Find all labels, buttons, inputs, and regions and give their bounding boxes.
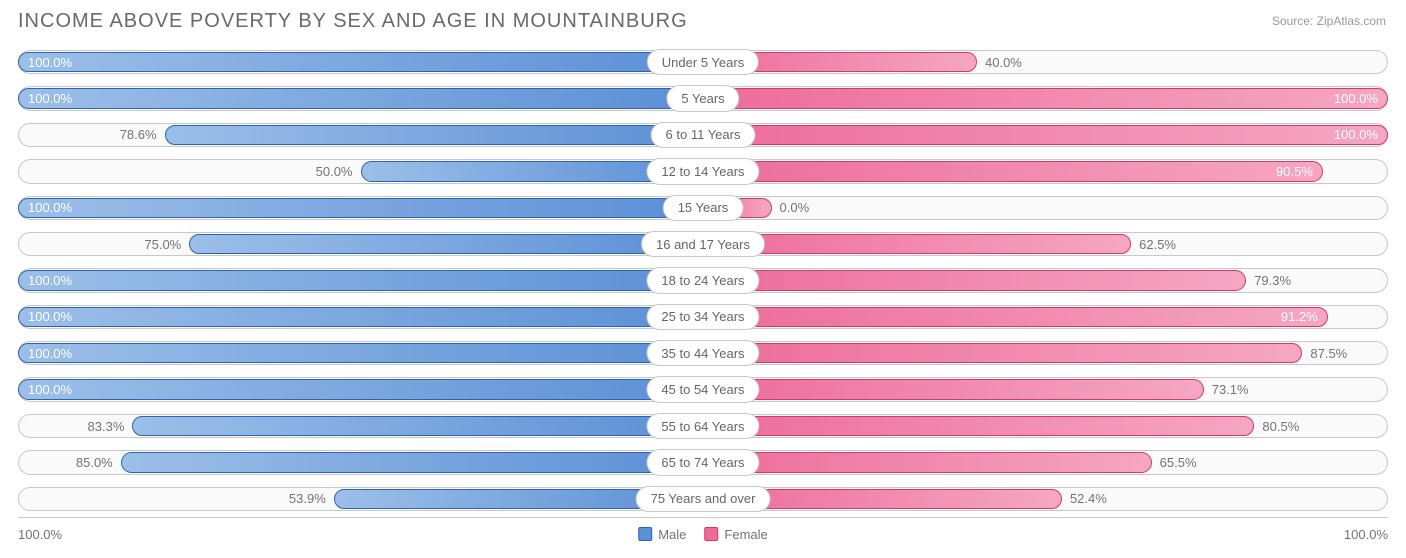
- female-bar: [703, 452, 1152, 472]
- category-label: 45 to 54 Years: [646, 376, 759, 402]
- chart-row: 100.0% 0.0% 15 Years: [18, 190, 1388, 226]
- female-value-label: 62.5%: [1131, 226, 1388, 262]
- chart-row: 100.0% 40.0% Under 5 Years: [18, 44, 1388, 80]
- male-value-label: 100.0%: [18, 80, 703, 116]
- female-bar: [703, 343, 1302, 363]
- category-label: 25 to 34 Years: [646, 304, 759, 330]
- female-value-label: 90.5%: [703, 153, 1323, 189]
- diverging-bar-chart: 100.0%40.0%Under 5 Years100.0%100.0%5 Ye…: [18, 44, 1388, 518]
- female-bar: [703, 379, 1204, 399]
- female-value-label: 0.0%: [772, 190, 1389, 226]
- male-bar: [165, 125, 703, 145]
- chart-row: 78.6% 100.0%6 to 11 Years: [18, 117, 1388, 153]
- chart-row: 100.0%100.0%5 Years: [18, 80, 1388, 116]
- chart-row: 100.0%91.2%25 to 34 Years: [18, 299, 1388, 335]
- male-bar: [189, 234, 703, 254]
- chart-row: 100.0% 73.1% 45 to 54 Years: [18, 371, 1388, 407]
- legend-male-label: Male: [658, 527, 686, 542]
- male-value-label: 100.0%: [18, 371, 703, 407]
- male-value-label: 53.9%: [18, 481, 334, 517]
- male-value-label: 78.6%: [18, 117, 165, 153]
- female-value-label: 65.5%: [1152, 444, 1388, 480]
- female-value-label: 79.3%: [1246, 262, 1388, 298]
- legend: Male Female: [638, 527, 768, 542]
- female-bar: [703, 416, 1254, 436]
- chart-row: 53.9% 52.4% 75 Years and over: [18, 481, 1388, 517]
- male-bar: [121, 452, 703, 472]
- legend-female-label: Female: [724, 527, 767, 542]
- category-label: 65 to 74 Years: [646, 449, 759, 475]
- category-label: 16 and 17 Years: [641, 231, 765, 257]
- male-value-label: 75.0%: [18, 226, 189, 262]
- chart-row: 85.0% 65.5% 65 to 74 Years: [18, 444, 1388, 480]
- category-label: 18 to 24 Years: [646, 267, 759, 293]
- female-bar: [703, 270, 1246, 290]
- category-label: 12 to 14 Years: [646, 158, 759, 184]
- female-value-label: 52.4%: [1062, 481, 1388, 517]
- chart-row: 100.0% 79.3% 18 to 24 Years: [18, 262, 1388, 298]
- chart-row: 50.0% 90.5%12 to 14 Years: [18, 153, 1388, 189]
- male-value-label: 83.3%: [18, 408, 132, 444]
- female-value-label: 100.0%: [703, 80, 1388, 116]
- category-label: 75 Years and over: [636, 486, 771, 512]
- axis-right-label: 100.0%: [1344, 527, 1388, 542]
- male-value-label: 85.0%: [18, 444, 121, 480]
- legend-male: Male: [638, 527, 686, 542]
- male-value-label: 100.0%: [18, 335, 703, 371]
- male-value-label: 100.0%: [18, 299, 703, 335]
- legend-female-swatch: [704, 527, 718, 541]
- female-value-label: 87.5%: [1302, 335, 1388, 371]
- legend-female: Female: [704, 527, 767, 542]
- chart-row: 75.0% 62.5% 16 and 17 Years: [18, 226, 1388, 262]
- source-attribution: Source: ZipAtlas.com: [1272, 14, 1386, 28]
- axis-left-label: 100.0%: [18, 527, 62, 542]
- female-bar: [703, 234, 1131, 254]
- male-value-label: 50.0%: [18, 153, 361, 189]
- chart-title: INCOME ABOVE POVERTY BY SEX AND AGE IN M…: [18, 10, 1388, 33]
- legend-male-swatch: [638, 527, 652, 541]
- category-label: 15 Years: [663, 195, 744, 221]
- female-value-label: 100.0%: [703, 117, 1388, 153]
- female-value-label: 40.0%: [977, 44, 1388, 80]
- male-value-label: 100.0%: [18, 262, 703, 298]
- chart-row: 100.0% 87.5% 35 to 44 Years: [18, 335, 1388, 371]
- male-value-label: 100.0%: [18, 44, 703, 80]
- category-label: 35 to 44 Years: [646, 340, 759, 366]
- chart-row: 83.3% 80.5% 55 to 64 Years: [18, 408, 1388, 444]
- category-label: 55 to 64 Years: [646, 413, 759, 439]
- female-value-label: 91.2%: [703, 299, 1328, 335]
- chart-footer: 100.0% Male Female 100.0%: [18, 522, 1388, 546]
- category-label: 6 to 11 Years: [651, 122, 756, 148]
- female-value-label: 73.1%: [1204, 371, 1388, 407]
- category-label: 5 Years: [666, 85, 739, 111]
- male-bar: [132, 416, 703, 436]
- female-value-label: 80.5%: [1254, 408, 1388, 444]
- category-label: Under 5 Years: [647, 49, 759, 75]
- male-value-label: 100.0%: [18, 190, 703, 226]
